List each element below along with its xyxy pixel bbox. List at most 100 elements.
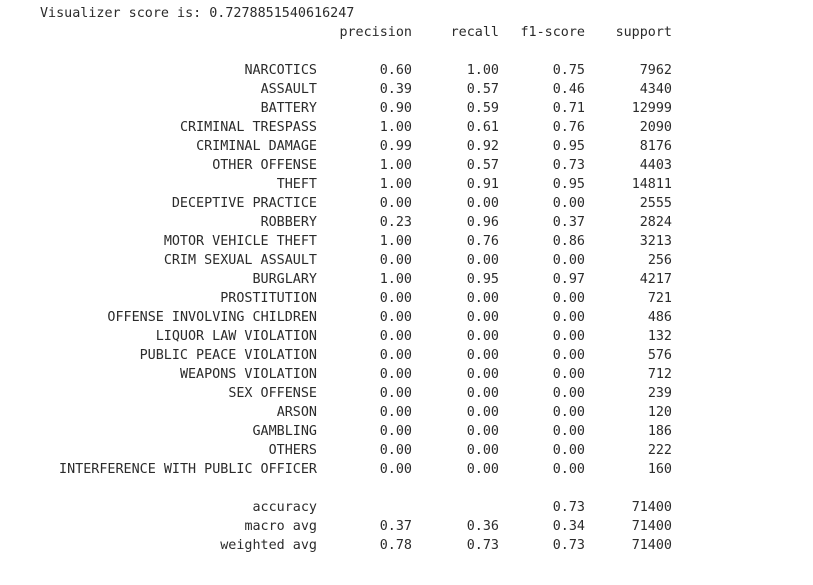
- precision-value: 0.39: [379, 82, 412, 97]
- f1-score-value: 0.73: [552, 538, 585, 553]
- row-label: CRIMINAL DAMAGE: [196, 139, 317, 154]
- f1-score-value: 0.86: [552, 234, 585, 249]
- row-label: CRIM SEXUAL ASSAULT: [163, 253, 317, 268]
- table-row: OFFENSE INVOLVING CHILDREN 0.00 0.00 0.00 48…: [0, 308, 813, 327]
- row-label: THEFT: [276, 177, 317, 192]
- support-value: 12999: [631, 101, 672, 116]
- table-row: NARCOTICS 0.60 1.00 0.75 7962: [0, 61, 813, 80]
- f1-score-value: 0.00: [552, 405, 585, 420]
- f1-score-value: 0.00: [552, 367, 585, 382]
- row-label: ARSON: [276, 405, 317, 420]
- support-value: 486: [647, 310, 672, 325]
- summary-row: macro avg 0.37 0.36 0.34 71400: [0, 517, 813, 536]
- score-label: Visualizer score is:: [40, 6, 202, 21]
- recall-value: 0.73: [466, 538, 499, 553]
- table-row: ARSON 0.00 0.00 0.00 120: [0, 403, 813, 422]
- f1-score-value: 0.00: [552, 253, 585, 268]
- table-row: LIQUOR LAW VIOLATION 0.00 0.00 0.00 132: [0, 327, 813, 346]
- table-row: ASSAULT 0.39 0.57 0.46 4340: [0, 80, 813, 99]
- f1-score-value: 0.00: [552, 462, 585, 477]
- precision-value: 0.00: [379, 424, 412, 439]
- row-label: GAMBLING: [252, 424, 318, 439]
- support-value: 3213: [639, 234, 672, 249]
- f1-score-value: 0.71: [552, 101, 585, 116]
- f1-score-value: 0.00: [552, 424, 585, 439]
- f1-score-value: 0.00: [552, 291, 585, 306]
- row-label: MOTOR VEHICLE THEFT: [163, 234, 317, 249]
- row-label: BATTERY: [260, 101, 317, 116]
- table-row: MOTOR VEHICLE THEFT 1.00 0.76 0.86 3213: [0, 232, 813, 251]
- f1-score-value: 0.00: [552, 310, 585, 325]
- precision-value: 0.00: [379, 291, 412, 306]
- support-value: 120: [647, 405, 672, 420]
- precision-value: 1.00: [379, 120, 412, 135]
- row-label: LIQUOR LAW VIOLATION: [155, 329, 317, 344]
- precision-value: 0.37: [379, 519, 412, 534]
- f1-score-value: 0.95: [552, 139, 585, 154]
- table-row: OTHER OFFENSE 1.00 0.57 0.73 4403: [0, 156, 813, 175]
- f1-score-value: 0.00: [552, 443, 585, 458]
- recall-value: 0.00: [466, 196, 499, 211]
- support-value: 256: [647, 253, 672, 268]
- table-row: PUBLIC PEACE VIOLATION 0.00 0.00 0.00 576: [0, 346, 813, 365]
- row-label: NARCOTICS: [244, 63, 317, 78]
- recall-value: 0.96: [466, 215, 499, 230]
- recall-value: 0.57: [466, 82, 499, 97]
- precision-value: 1.00: [379, 272, 412, 287]
- support-value: 160: [647, 462, 672, 477]
- f1-score-value: 0.37: [552, 215, 585, 230]
- recall-value: 0.36: [466, 519, 499, 534]
- support-value: 712: [647, 367, 672, 382]
- table-row: ROBBERY 0.23 0.96 0.37 2824: [0, 213, 813, 232]
- table-row: CRIMINAL DAMAGE 0.99 0.92 0.95 8176: [0, 137, 813, 156]
- f1-score-value: 0.73: [552, 500, 585, 515]
- recall-value: 0.57: [466, 158, 499, 173]
- summary-row: accuracy 0.73 71400: [0, 498, 813, 517]
- support-value: 239: [647, 386, 672, 401]
- table-row: CRIMINAL TRESPASS 1.00 0.61 0.76 2090: [0, 118, 813, 137]
- table-row: BATTERY 0.90 0.59 0.71 12999: [0, 99, 813, 118]
- precision-value: 1.00: [379, 234, 412, 249]
- f1-score-value: 0.46: [552, 82, 585, 97]
- recall-value: 0.00: [466, 348, 499, 363]
- recall-value: 0.76: [466, 234, 499, 249]
- support-value: 71400: [631, 500, 672, 515]
- precision-value: 0.00: [379, 405, 412, 420]
- table-row: BURGLARY 1.00 0.95 0.97 4217: [0, 270, 813, 289]
- f1-score-value: 0.73: [552, 158, 585, 173]
- table-row: GAMBLING 0.00 0.00 0.00 186: [0, 422, 813, 441]
- row-label: ASSAULT: [260, 82, 317, 97]
- row-label: PUBLIC PEACE VIOLATION: [139, 348, 317, 363]
- table-row: INTERFERENCE WITH PUBLIC OFFICER 0.00 0.00…: [0, 460, 813, 479]
- row-label: ROBBERY: [260, 215, 317, 230]
- recall-value: 0.00: [466, 443, 499, 458]
- row-label: accuracy: [252, 500, 318, 515]
- recall-value: 0.91: [466, 177, 499, 192]
- precision-value: 0.00: [379, 386, 412, 401]
- support-value: 132: [647, 329, 672, 344]
- table-row: OTHERS 0.00 0.00 0.00 222: [0, 441, 813, 460]
- support-value: 4217: [639, 272, 672, 287]
- precision-value: 0.00: [379, 348, 412, 363]
- row-label: INTERFERENCE WITH PUBLIC OFFICER: [59, 462, 317, 477]
- table-row: THEFT 1.00 0.91 0.95 14811: [0, 175, 813, 194]
- row-label: weighted avg: [220, 538, 317, 553]
- f1-score-value: 0.97: [552, 272, 585, 287]
- row-label: SEX OFFENSE: [228, 386, 317, 401]
- recall-value: 0.00: [466, 405, 499, 420]
- recall-value: 0.00: [466, 386, 499, 401]
- recall-value: 0.00: [466, 367, 499, 382]
- recall-value: 0.00: [466, 253, 499, 268]
- summary-row: weighted avg 0.78 0.73 0.73 71400: [0, 536, 813, 555]
- recall-value: 0.59: [466, 101, 499, 116]
- recall-value: 0.00: [466, 291, 499, 306]
- support-value: 2090: [639, 120, 672, 135]
- precision-value: 0.60: [379, 63, 412, 78]
- f1-score-value: 0.00: [552, 196, 585, 211]
- f1-score-value: 0.75: [552, 63, 585, 78]
- precision-value: 0.00: [379, 310, 412, 325]
- row-label: OFFENSE INVOLVING CHILDREN: [107, 310, 317, 325]
- precision-value: 0.23: [379, 215, 412, 230]
- precision-value: 0.99: [379, 139, 412, 154]
